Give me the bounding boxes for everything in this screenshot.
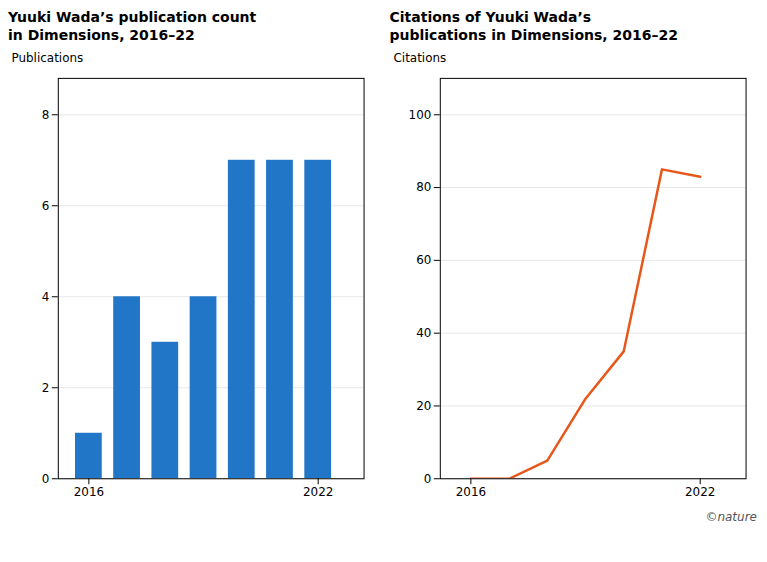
svg-text:60: 60	[416, 253, 431, 267]
svg-text:2: 2	[42, 381, 50, 395]
svg-text:20: 20	[416, 399, 431, 413]
svg-text:0: 0	[423, 472, 431, 486]
svg-text:Publications: Publications	[11, 51, 83, 65]
html-text:Citations of Yuuki Wada’s publ: Citations of Yuuki Wada’s publications i…	[389, 9, 678, 43]
svg-text:100: 100	[408, 108, 431, 122]
html-text:Yuuki Wada’s publication count: Yuuki Wada’s publication count in Dimens…	[8, 9, 257, 43]
svg-text:2016: 2016	[455, 485, 485, 499]
svg-text:2022: 2022	[684, 485, 714, 499]
svg-text:80: 80	[416, 180, 431, 194]
svg-text:2022: 2022	[303, 485, 333, 499]
svg-text:4: 4	[42, 290, 50, 304]
html-text:©nature: ©nature	[705, 510, 757, 525]
svg-text:6: 6	[42, 199, 50, 213]
svg-text:2016: 2016	[74, 485, 104, 499]
svg-text:0: 0	[42, 472, 50, 486]
svg-text:8: 8	[42, 108, 50, 122]
svg-text:Citations: Citations	[393, 51, 446, 65]
svg-text:40: 40	[416, 326, 431, 340]
